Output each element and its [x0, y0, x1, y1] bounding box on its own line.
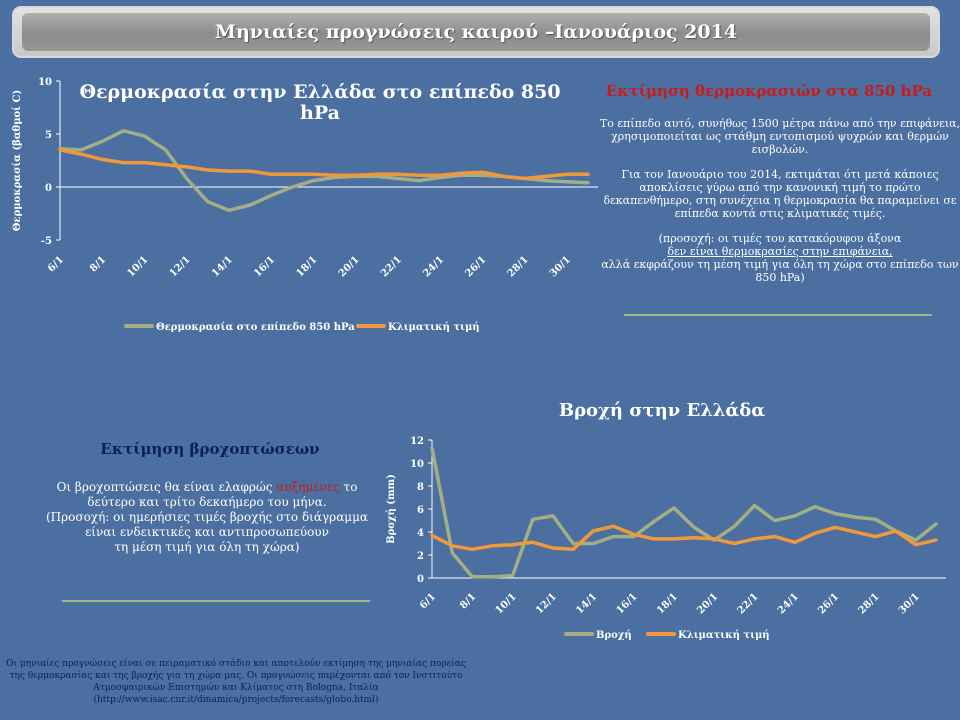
series-line [430, 446, 938, 579]
x-tick-label: 26/1 [463, 254, 488, 279]
rain-chart: Βροχή στην Ελλάδα 0 2 4 6 8 10 12 Βροχή (mm) 6/1 8… [386, 400, 946, 641]
y-axis-label: Βροχή (mm) [386, 474, 397, 544]
y-tick-label: 0 [417, 574, 424, 585]
y-tick-label: 0 [45, 183, 52, 194]
x-tick-label: 16/1 [252, 254, 277, 279]
series-line [58, 129, 590, 213]
x-tick-label: 18/1 [294, 254, 319, 279]
rain-panel-divider [62, 600, 370, 602]
x-tick-label: 24/1 [776, 591, 801, 616]
x-tick-label: 20/1 [337, 254, 362, 279]
x-tick-label: 14/1 [574, 591, 599, 616]
temp-panel-para2: Για τον Ιανουάριο του 2014, εκτιμάται ότ… [603, 168, 957, 220]
temp-panel-note: (προσοχή: οι τιμές του κατακόρυφου άξονα… [597, 232, 960, 284]
x-tick-label: 12/1 [168, 254, 193, 279]
footer-note: Οι μηνιαίες προγνώσεις είναι σε πειραματ… [6, 659, 466, 705]
x-tick-label: 8/1 [458, 591, 478, 611]
x-tick-label: 10/1 [125, 254, 150, 279]
x-tick-label: 28/1 [506, 254, 531, 279]
temp-panel-para1: Το επίπεδο αυτό, συνήθως 1500 μέτρα πάνω… [599, 117, 960, 156]
legend-label: Κλιματική τιμή [388, 322, 480, 333]
rain-line1-b: το δεύτερο και τρίτο δεκαήμερο του μήνα. [87, 480, 358, 509]
legend-label: Θερμοκρασία στο επίπεδο 850 hPa [156, 322, 355, 333]
series-line [430, 524, 938, 552]
title-banner: Μηνιαίες προγνώσεις καιρού –Ιανουάριος 2… [12, 6, 940, 58]
x-tick-label: 20/1 [695, 591, 720, 616]
legend-label: Βροχή [596, 630, 632, 641]
series-line [58, 148, 590, 181]
x-tick-label: 26/1 [816, 591, 841, 616]
chart-title: Βροχή στην Ελλάδα [559, 400, 765, 421]
y-tick-label: 2 [417, 551, 424, 562]
chart-title-line: hPa [300, 102, 340, 124]
temp-panel-divider [624, 314, 932, 316]
x-tick-label: 30/1 [897, 591, 922, 616]
x-tick-label: 30/1 [548, 254, 573, 279]
rain-line1-a: Οι βροχοπτώσεις θα είναι ελαφρώς [56, 480, 277, 494]
rain-line3: τη μέση τιμή για όλη τη χώρα) [114, 540, 300, 554]
y-tick-label: 10 [410, 459, 424, 470]
y-axis-label: Θερμοκρασία (βαθμοί C) [12, 90, 23, 231]
temperature-chart: Θερμοκρασία στην Ελλάδα στο επίπεδο 850 h… [12, 77, 598, 333]
rain-panel-title: Εκτίμηση βροχοπτώσεων [100, 440, 320, 458]
rain-line2: (Προσοχή: οι ημερήσιες τιμές βροχής στο … [45, 510, 369, 539]
x-tick-label: 18/1 [655, 591, 680, 616]
y-tick-label: -5 [41, 236, 52, 247]
x-tick-label: 12/1 [534, 591, 559, 616]
y-tick-label: 10 [38, 77, 52, 88]
temp-note-a: (προσοχή: οι τιμές του κατακόρυφου άξονα [658, 232, 902, 245]
temp-note-b: δεν είναι θερμοκρασίες στην επιφάνεια, [667, 245, 893, 258]
x-tick-label: 6/1 [418, 591, 438, 611]
temp-panel-title: Εκτίμηση θερμοκρασιών στα 850 hPa [605, 82, 933, 100]
temp-note-c: αλλά εκφράζουν τη μέση τιμή για όλη τη χ… [601, 258, 959, 284]
y-tick-label: 12 [410, 436, 424, 447]
x-tick-label: 28/1 [857, 591, 882, 616]
x-tick-label: 6/1 [46, 254, 66, 274]
chart-title-line: Θερμοκρασία στην Ελλάδα στο επίπεδο 850 [79, 81, 560, 103]
x-tick-label: 22/1 [379, 254, 404, 279]
x-tick-label: 10/1 [494, 591, 519, 616]
chart-title: Θερμοκρασία στην Ελλάδα στο επίπεδο 850 h… [79, 81, 560, 124]
x-tick-label: 24/1 [421, 254, 446, 279]
x-tick-label: 14/1 [210, 254, 235, 279]
x-tick-label: 8/1 [88, 254, 108, 274]
y-tick-label: 4 [417, 528, 424, 539]
rain-panel-body: Οι βροχοπτώσεις θα είναι ελαφρώς αυξημέν… [32, 480, 382, 555]
rain-line1-red: αυξημένες [276, 480, 340, 494]
legend-label: Κλιματική τιμή [678, 630, 770, 641]
x-tick-label: 22/1 [736, 591, 761, 616]
x-tick-label: 16/1 [615, 591, 640, 616]
y-tick-label: 8 [417, 482, 424, 493]
y-tick-label: 5 [45, 130, 52, 141]
y-tick-label: 6 [417, 505, 424, 516]
temp-panel-body: Το επίπεδο αυτό, συνήθως 1500 μέτρα πάνω… [597, 117, 960, 284]
page-title: Μηνιαίες προγνώσεις καιρού –Ιανουάριος 2… [22, 13, 930, 51]
